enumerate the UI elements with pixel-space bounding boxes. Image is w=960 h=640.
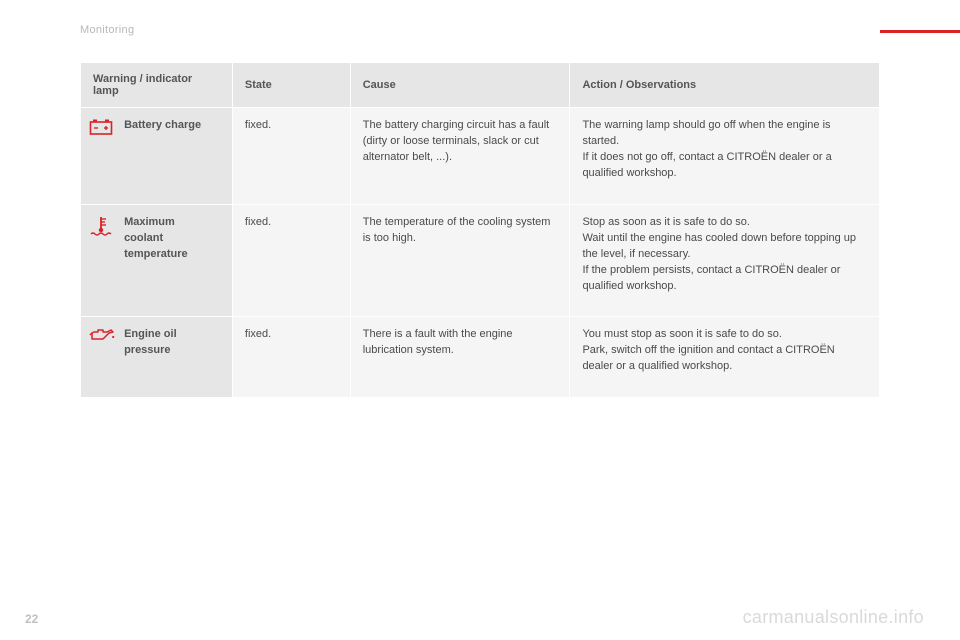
lamp-name: Maximum coolant temperature	[124, 215, 210, 263]
table-row: Maximum coolant temperature fixed. The t…	[81, 204, 880, 317]
section-heading: Monitoring	[80, 24, 134, 36]
table-row: Battery charge fixed. The battery chargi…	[81, 108, 880, 205]
table-header-row: Warning / indicator lamp State Cause Act…	[81, 63, 880, 108]
cell-cause: The temperature of the cooling system is…	[350, 204, 570, 317]
lamp-name: Battery charge	[124, 118, 210, 134]
col-header-lamp: Warning / indicator lamp	[81, 63, 233, 108]
col-header-state: State	[232, 63, 350, 108]
cell-state: fixed.	[232, 108, 350, 205]
cell-action: The warning lamp should go off when the …	[570, 108, 880, 205]
cell-state: fixed.	[232, 317, 350, 398]
coolant-temp-icon	[89, 215, 115, 243]
col-header-action: Action / Observations	[570, 63, 880, 108]
warning-lamp-table: Warning / indicator lamp State Cause Act…	[80, 62, 880, 398]
battery-icon	[89, 118, 115, 142]
col-header-cause: Cause	[350, 63, 570, 108]
cell-state: fixed.	[232, 204, 350, 317]
watermark-text: carmanualsonline.info	[743, 607, 924, 628]
table-row: Engine oil pressure fixed. There is a fa…	[81, 317, 880, 398]
oil-can-icon	[89, 327, 115, 349]
cell-cause: The battery charging circuit has a fault…	[350, 108, 570, 205]
lamp-name: Engine oil pressure	[124, 327, 210, 359]
header-accent-bar	[880, 30, 960, 33]
cell-action: Stop as soon as it is safe to do so.Wait…	[570, 204, 880, 317]
cell-action: You must stop as soon it is safe to do s…	[570, 317, 880, 398]
page-number: 22	[25, 612, 38, 626]
cell-cause: There is a fault with the engine lubrica…	[350, 317, 570, 398]
